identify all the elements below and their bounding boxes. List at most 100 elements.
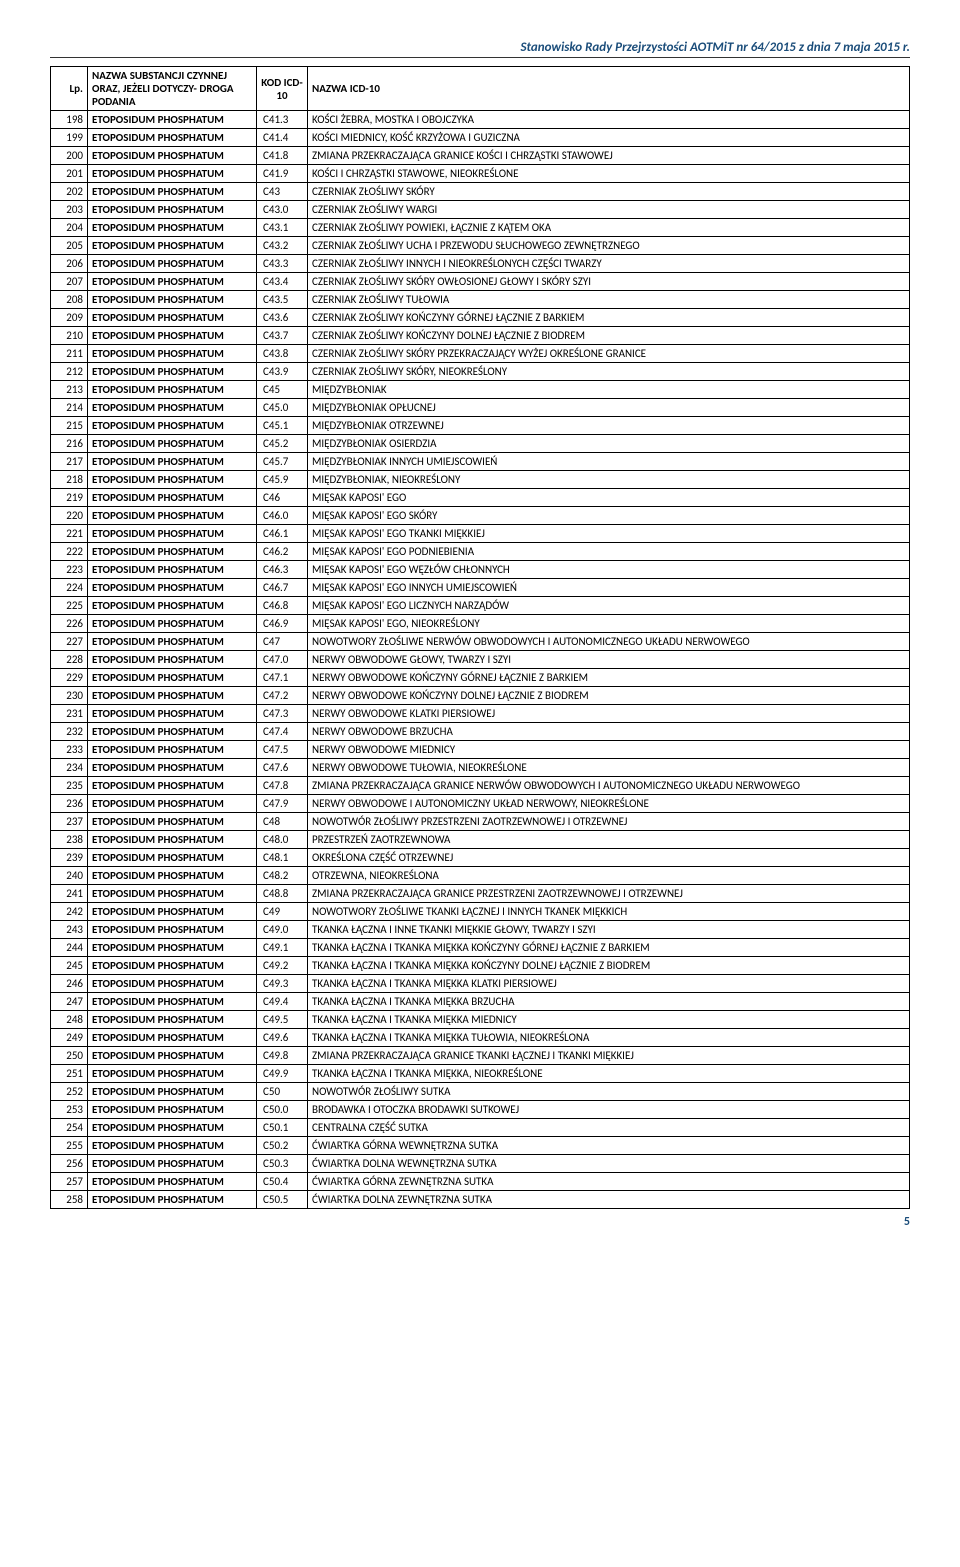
cell-icd: C48	[257, 813, 308, 831]
cell-lp: 243	[51, 921, 88, 939]
table-row: 228ETOPOSIDUM PHOSPHATUMC47.0NERWY OBWOD…	[51, 651, 910, 669]
cell-name: KOŚCI MIEDNICY, KOŚĆ KRZYŻOWA I GUZICZNA	[308, 129, 910, 147]
cell-substance: ETOPOSIDUM PHOSPHATUM	[88, 381, 257, 399]
cell-lp: 235	[51, 777, 88, 795]
cell-lp: 216	[51, 435, 88, 453]
table-row: 219ETOPOSIDUM PHOSPHATUMC46MIĘSAK KAPOSI…	[51, 489, 910, 507]
table-row: 207ETOPOSIDUM PHOSPHATUMC43.4CZERNIAK ZŁ…	[51, 273, 910, 291]
table-row: 240ETOPOSIDUM PHOSPHATUMC48.2OTRZEWNA, N…	[51, 867, 910, 885]
cell-substance: ETOPOSIDUM PHOSPHATUM	[88, 327, 257, 345]
table-row: 227ETOPOSIDUM PHOSPHATUMC47NOWOTWORY ZŁO…	[51, 633, 910, 651]
cell-name: NERWY OBWODOWE BRZUCHA	[308, 723, 910, 741]
table-row: 225ETOPOSIDUM PHOSPHATUMC46.8MIĘSAK KAPO…	[51, 597, 910, 615]
table-row: 198ETOPOSIDUM PHOSPHATUMC41.3KOŚCI ŻEBRA…	[51, 111, 910, 129]
cell-name: BRODAWKA I OTOCZKA BRODAWKI SUTKOWEJ	[308, 1101, 910, 1119]
cell-name: CZERNIAK ZŁOŚLIWY SKÓRY, NIEOKREŚLONY	[308, 363, 910, 381]
cell-icd: C48.1	[257, 849, 308, 867]
cell-name: OTRZEWNA, NIEOKREŚLONA	[308, 867, 910, 885]
table-row: 233ETOPOSIDUM PHOSPHATUMC47.5NERWY OBWOD…	[51, 741, 910, 759]
cell-substance: ETOPOSIDUM PHOSPHATUM	[88, 237, 257, 255]
cell-substance: ETOPOSIDUM PHOSPHATUM	[88, 849, 257, 867]
cell-name: TKANKA ŁĄCZNA I INNE TKANKI MIĘKKIE GŁOW…	[308, 921, 910, 939]
cell-lp: 219	[51, 489, 88, 507]
cell-substance: ETOPOSIDUM PHOSPHATUM	[88, 993, 257, 1011]
cell-lp: 208	[51, 291, 88, 309]
cell-name: MIĘSAK KAPOSI' EGO	[308, 489, 910, 507]
cell-icd: C43.5	[257, 291, 308, 309]
cell-icd: C41.3	[257, 111, 308, 129]
cell-name: MIĘDZYBŁONIAK	[308, 381, 910, 399]
cell-icd: C41.4	[257, 129, 308, 147]
cell-icd: C45.1	[257, 417, 308, 435]
cell-name: ZMIANA PRZEKRACZAJĄCA GRANICE PRZESTRZEN…	[308, 885, 910, 903]
table-row: 223ETOPOSIDUM PHOSPHATUMC46.3MIĘSAK KAPO…	[51, 561, 910, 579]
cell-lp: 254	[51, 1119, 88, 1137]
cell-icd: C43.8	[257, 345, 308, 363]
cell-icd: C45	[257, 381, 308, 399]
cell-lp: 199	[51, 129, 88, 147]
cell-substance: ETOPOSIDUM PHOSPHATUM	[88, 363, 257, 381]
cell-substance: ETOPOSIDUM PHOSPHATUM	[88, 129, 257, 147]
col-icd-header: KOD ICD-10	[257, 67, 308, 111]
cell-lp: 223	[51, 561, 88, 579]
cell-name: MIĘDZYBŁONIAK OSIERDZIA	[308, 435, 910, 453]
table-row: 199ETOPOSIDUM PHOSPHATUMC41.4KOŚCI MIEDN…	[51, 129, 910, 147]
table-row: 211ETOPOSIDUM PHOSPHATUMC43.8CZERNIAK ZŁ…	[51, 345, 910, 363]
cell-name: MIĘSAK KAPOSI' EGO SKÓRY	[308, 507, 910, 525]
icd-table: Lp. NAZWA SUBSTANCJI CZYNNEJ ORAZ, JEŻEL…	[50, 66, 910, 1209]
table-row: 246ETOPOSIDUM PHOSPHATUMC49.3TKANKA ŁĄCZ…	[51, 975, 910, 993]
cell-substance: ETOPOSIDUM PHOSPHATUM	[88, 399, 257, 417]
cell-lp: 257	[51, 1173, 88, 1191]
cell-name: NERWY OBWODOWE GŁOWY, TWARZY I SZYI	[308, 651, 910, 669]
cell-lp: 252	[51, 1083, 88, 1101]
table-row: 201ETOPOSIDUM PHOSPHATUMC41.9KOŚCI I CHR…	[51, 165, 910, 183]
table-row: 216ETOPOSIDUM PHOSPHATUMC45.2MIĘDZYBŁONI…	[51, 435, 910, 453]
cell-name: TKANKA ŁĄCZNA I TKANKA MIĘKKA KOŃCZYNY D…	[308, 957, 910, 975]
cell-icd: C48.0	[257, 831, 308, 849]
table-row: 245ETOPOSIDUM PHOSPHATUMC49.2TKANKA ŁĄCZ…	[51, 957, 910, 975]
cell-substance: ETOPOSIDUM PHOSPHATUM	[88, 615, 257, 633]
cell-substance: ETOPOSIDUM PHOSPHATUM	[88, 1155, 257, 1173]
cell-lp: 209	[51, 309, 88, 327]
cell-icd: C47.5	[257, 741, 308, 759]
cell-lp: 215	[51, 417, 88, 435]
cell-icd: C49.8	[257, 1047, 308, 1065]
cell-icd: C49	[257, 903, 308, 921]
cell-lp: 204	[51, 219, 88, 237]
cell-substance: ETOPOSIDUM PHOSPHATUM	[88, 867, 257, 885]
cell-name: ĆWIARTKA DOLNA ZEWNĘTRZNA SUTKA	[308, 1191, 910, 1209]
cell-lp: 207	[51, 273, 88, 291]
table-row: 244ETOPOSIDUM PHOSPHATUMC49.1TKANKA ŁĄCZ…	[51, 939, 910, 957]
cell-icd: C43.0	[257, 201, 308, 219]
cell-substance: ETOPOSIDUM PHOSPHATUM	[88, 1065, 257, 1083]
cell-name: TKANKA ŁĄCZNA I TKANKA MIĘKKA KLATKI PIE…	[308, 975, 910, 993]
table-row: 213ETOPOSIDUM PHOSPHATUMC45MIĘDZYBŁONIAK	[51, 381, 910, 399]
cell-name: ZMIANA PRZEKRACZAJĄCA GRANICE TKANKI ŁĄC…	[308, 1047, 910, 1065]
col-substance-header: NAZWA SUBSTANCJI CZYNNEJ ORAZ, JEŻELI DO…	[88, 67, 257, 111]
cell-name: MIĘDZYBŁONIAK INNYCH UMIEJSCOWIEŃ	[308, 453, 910, 471]
cell-lp: 256	[51, 1155, 88, 1173]
page-header: Stanowisko Rady Przejrzystości AOTMiT nr…	[50, 40, 910, 58]
cell-icd: C50.2	[257, 1137, 308, 1155]
table-row: 258ETOPOSIDUM PHOSPHATUMC50.5ĆWIARTKA DO…	[51, 1191, 910, 1209]
cell-substance: ETOPOSIDUM PHOSPHATUM	[88, 345, 257, 363]
header-row: Lp. NAZWA SUBSTANCJI CZYNNEJ ORAZ, JEŻEL…	[51, 67, 910, 111]
cell-lp: 251	[51, 1065, 88, 1083]
cell-icd: C45.2	[257, 435, 308, 453]
cell-icd: C43.2	[257, 237, 308, 255]
cell-icd: C47.6	[257, 759, 308, 777]
cell-name: CZERNIAK ZŁOŚLIWY TUŁOWIA	[308, 291, 910, 309]
cell-name: ĆWIARTKA GÓRNA ZEWNĘTRZNA SUTKA	[308, 1173, 910, 1191]
cell-name: MIĘDZYBŁONIAK OPŁUCNEJ	[308, 399, 910, 417]
cell-lp: 200	[51, 147, 88, 165]
table-row: 232ETOPOSIDUM PHOSPHATUMC47.4NERWY OBWOD…	[51, 723, 910, 741]
cell-icd: C43.6	[257, 309, 308, 327]
table-row: 252ETOPOSIDUM PHOSPHATUMC50NOWOTWÓR ZŁOŚ…	[51, 1083, 910, 1101]
cell-lp: 253	[51, 1101, 88, 1119]
cell-name: MIĘSAK KAPOSI' EGO PODNIEBIENIA	[308, 543, 910, 561]
cell-substance: ETOPOSIDUM PHOSPHATUM	[88, 885, 257, 903]
cell-substance: ETOPOSIDUM PHOSPHATUM	[88, 975, 257, 993]
cell-lp: 240	[51, 867, 88, 885]
cell-lp: 229	[51, 669, 88, 687]
cell-icd: C47.1	[257, 669, 308, 687]
